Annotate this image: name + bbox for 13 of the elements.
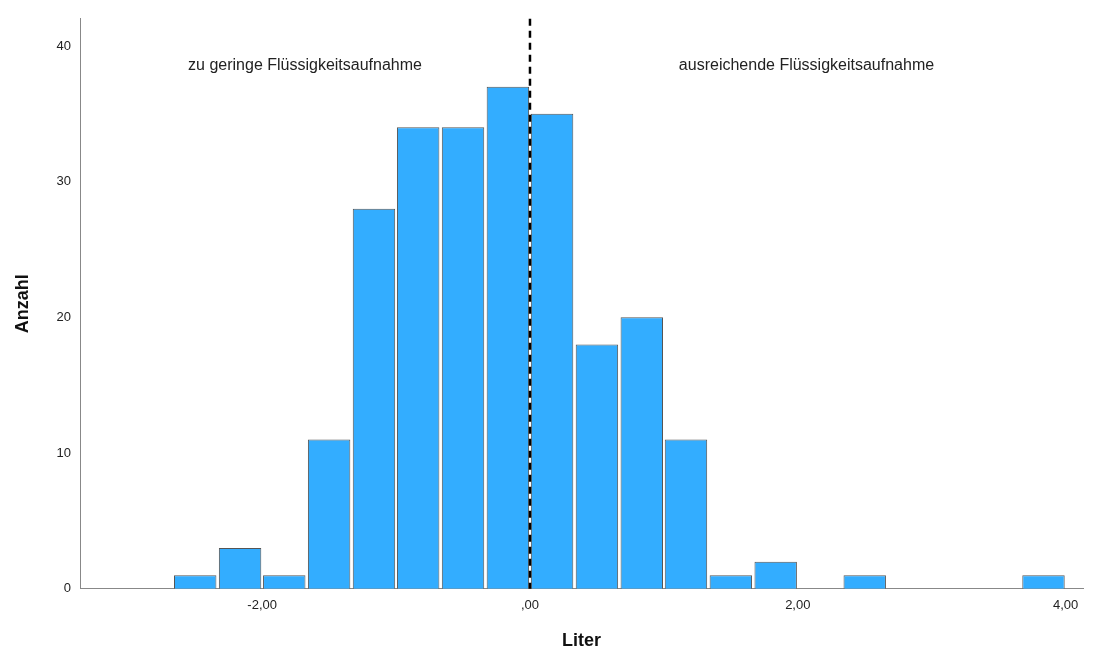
annotation: zu geringe Flüssigkeitsaufnahme xyxy=(188,56,423,74)
y-tick-label: 10 xyxy=(56,444,72,460)
x-axis-title: Liter xyxy=(562,630,602,651)
y-tick-label: 30 xyxy=(56,173,72,189)
y-tick-label: 0 xyxy=(63,580,72,596)
x-tick-label: ,00 xyxy=(520,597,540,613)
y-tick-label: 20 xyxy=(56,308,72,324)
annotation: ausreichende Flüssigkeitsaufnahme xyxy=(678,56,935,74)
x-tick-label: 2,00 xyxy=(785,597,811,613)
y-axis-title: Anzahl xyxy=(11,274,32,334)
x-tick-label: -2,00 xyxy=(247,597,277,613)
y-tick-label: 40 xyxy=(56,37,72,53)
x-tick-label: 4,00 xyxy=(1052,597,1079,613)
